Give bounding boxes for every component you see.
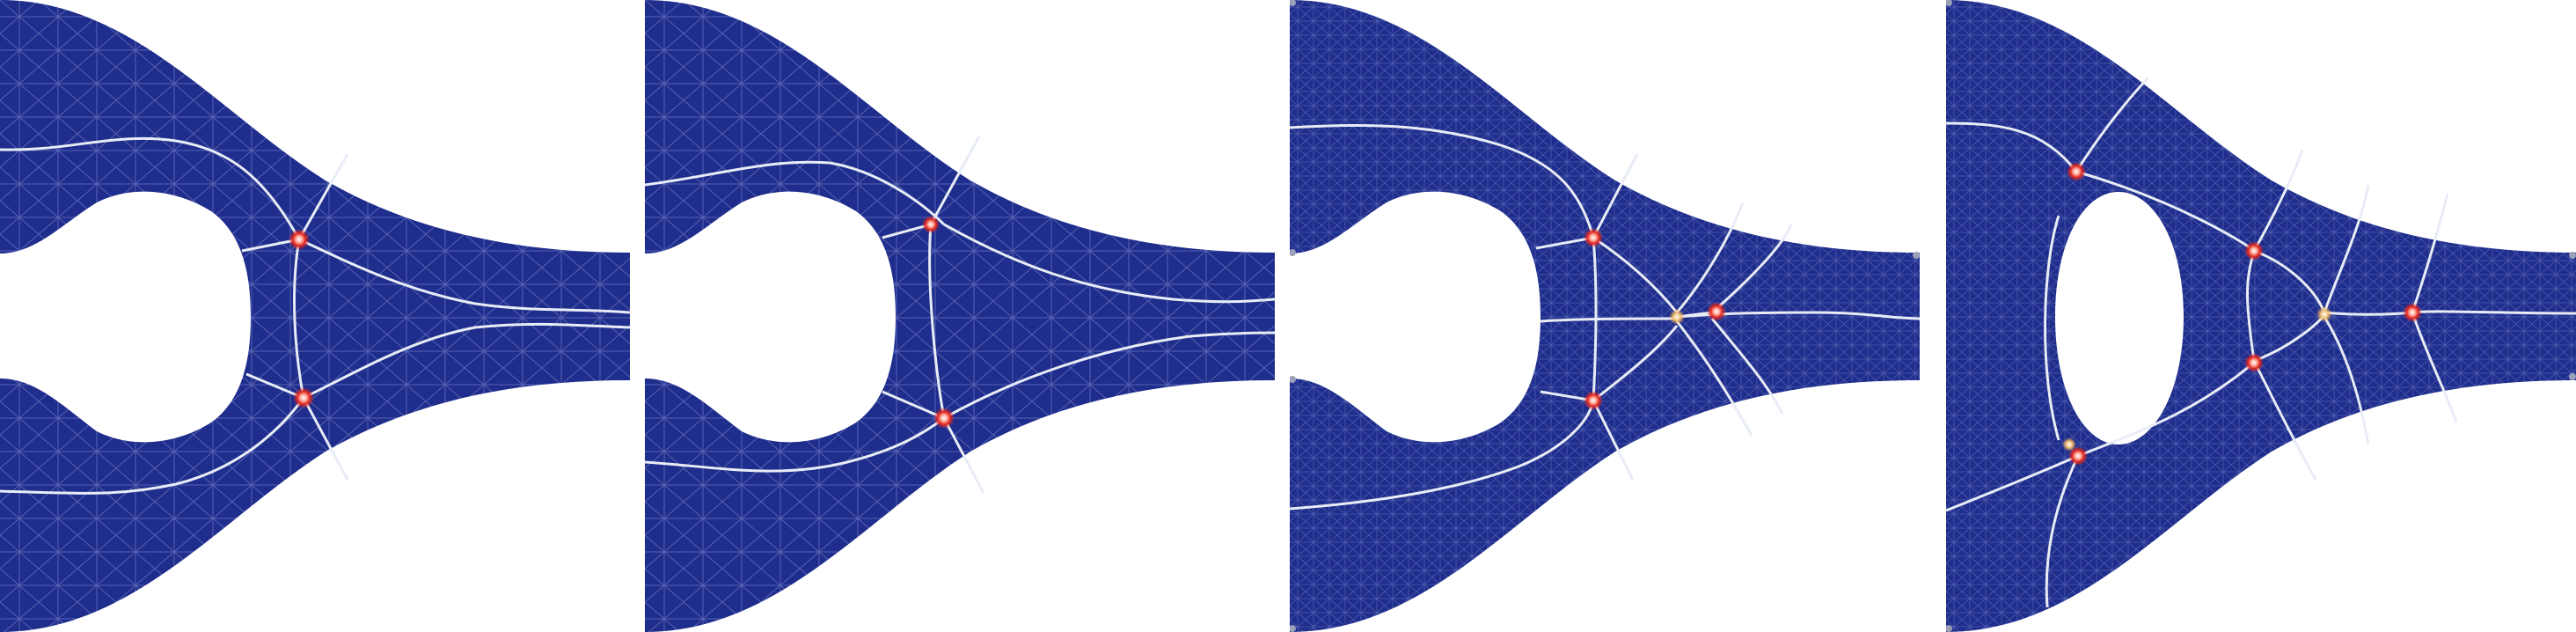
hotspot-marker: [1584, 391, 1603, 410]
hotspot-marker: [289, 229, 310, 250]
mesh-panel-3: [1290, 0, 1920, 632]
hotspot-marker: [933, 408, 955, 429]
hotspot-marker: [2062, 437, 2076, 452]
mesh-panel-2: [645, 0, 1275, 632]
hotspot-marker: [293, 387, 314, 408]
crack-paths: [1946, 76, 2576, 608]
hotspot-marker: [2403, 303, 2422, 322]
hotspot-marker: [2244, 241, 2264, 261]
mesh-diagram-3: [1290, 0, 1920, 632]
corner-node: [1913, 252, 1920, 259]
mesh-diagram-4: [1946, 0, 2576, 632]
hotspot-marker: [922, 216, 940, 233]
hotspot-marker: [1584, 228, 1603, 247]
mesh-diagram-1: [0, 0, 630, 632]
hotspot-marker: [2067, 162, 2086, 181]
hotspot-marker: [1669, 309, 1685, 325]
hotspot-marker: [2316, 306, 2332, 322]
corner-node: [2569, 252, 2576, 259]
corner-node: [1290, 625, 1296, 632]
domain-shape: [0, 0, 630, 632]
domain-shape: [1290, 0, 1920, 632]
hotspot-marker: [2068, 446, 2088, 466]
corner-node: [1290, 376, 1296, 383]
corner-node: [2569, 373, 2576, 380]
corner-node: [1946, 0, 1952, 6]
corner-node: [1946, 625, 1952, 632]
mesh-diagram-2: [645, 0, 1275, 632]
hotspot-marker: [2244, 353, 2264, 372]
domain-shape: [1946, 0, 2576, 632]
domain-shape: [645, 0, 1275, 632]
mesh-panel-4: [1946, 0, 2576, 632]
hotspot-marker: [1707, 302, 1726, 321]
corner-node: [1290, 0, 1296, 6]
corner-node: [1290, 249, 1296, 256]
mesh-panel-1: [0, 0, 630, 632]
